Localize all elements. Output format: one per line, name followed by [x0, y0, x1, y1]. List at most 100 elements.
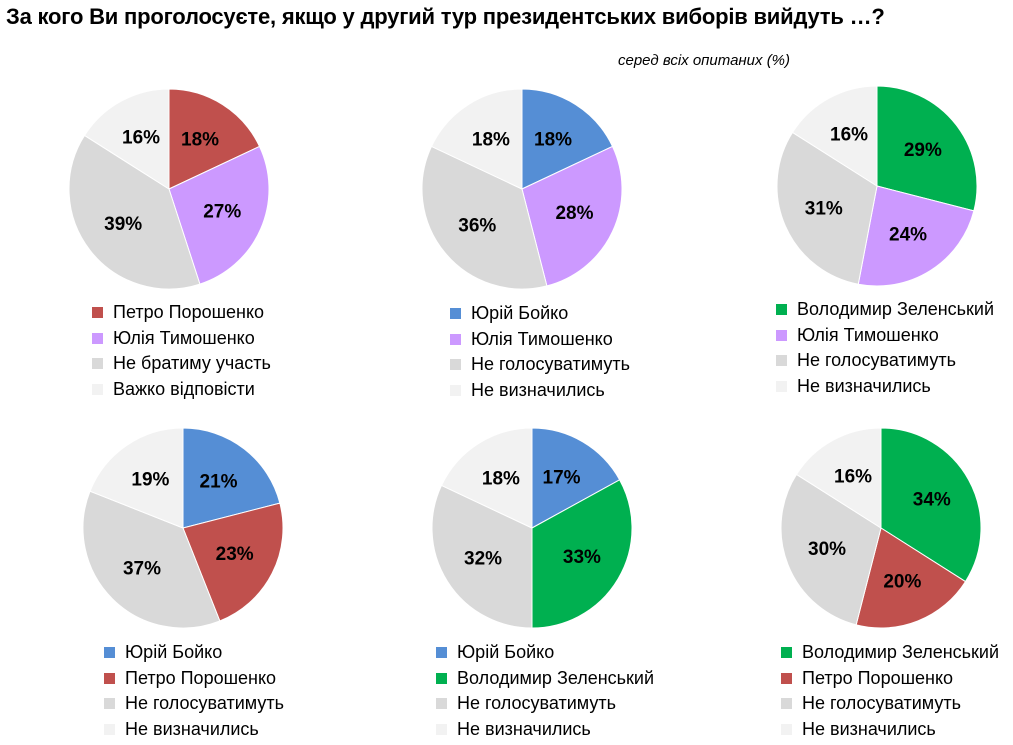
legend-swatch [92, 383, 103, 395]
pie-chart-5: 17% 33% 32% 18% [431, 427, 633, 629]
legend-item-не-голосуватимуть: Не голосуватимуть [776, 348, 994, 374]
legend-item-не-братиму-участь: Не братиму участь [92, 351, 271, 377]
legend-label: Не голосуватимуть [797, 350, 956, 371]
legend-label: Не голосуватимуть [125, 693, 284, 714]
pie-slice-label: 34% [913, 490, 951, 511]
legend-label: Юрій Бойко [471, 303, 569, 324]
pie-slice-1 [182, 427, 281, 529]
legend-swatch [776, 380, 787, 392]
legend-item-не-визначились: Не визначились [781, 717, 999, 743]
legend-swatch [781, 698, 792, 710]
legend-item-не-визначились: Не визначились [776, 374, 994, 400]
legend-item-петро-порошенко: Петро Порошенко [781, 666, 999, 692]
pie-chart-3: 29% 24% 31% 16% [776, 85, 978, 287]
pie-chart-1: 18% 27% 39% 16% [68, 88, 270, 290]
pie-slice-4 [791, 85, 878, 187]
pie-slice-label: 18% [482, 469, 520, 490]
pie-slice-label: 24% [889, 224, 927, 245]
pie-chart-4: 21% 23% 37% 19% [82, 427, 284, 629]
legend-swatch [776, 355, 787, 367]
legend-swatch [92, 307, 103, 319]
legend-label: Не визначились [471, 379, 605, 400]
legend-swatch [781, 647, 792, 659]
legend-item-юрій-бойко: Юрій Бойко [450, 301, 630, 327]
legend-swatch [450, 384, 461, 396]
legend-item-не-голосуватимуть: Не голосуватимуть [436, 691, 654, 717]
pie-4-legend: Юрій Бойко Петро Порошенко Не голосуватиму… [104, 640, 284, 742]
pie-slice-3 [68, 134, 201, 290]
pie-slice-label: 17% [543, 468, 581, 489]
legend-swatch [436, 723, 447, 735]
pie-slice-label: 16% [834, 467, 872, 488]
legend-item-петро-порошенко: Петро Порошенко [92, 300, 271, 326]
pie-slice-label: 27% [203, 202, 241, 223]
legend-label: Важко відповісти [113, 378, 255, 399]
pie-slice-label: 23% [216, 544, 254, 565]
pie-slice-label: 16% [122, 128, 160, 149]
pie-slice-label: 31% [805, 199, 843, 220]
pie-slice-label: 19% [131, 470, 169, 491]
pie-slice-3 [431, 484, 533, 629]
pie-slice-label: 32% [464, 549, 502, 570]
pie-slice-3 [780, 473, 882, 626]
legend-swatch [776, 304, 787, 316]
pie-chart-6: 34% 20% 30% 16% [780, 427, 982, 629]
legend-item-петро-порошенко: Петро Порошенко [104, 666, 284, 692]
legend-item-не-визначились: Не визначились [436, 717, 654, 743]
legend-swatch [436, 698, 447, 710]
legend-label: Юлія Тимошенко [113, 327, 255, 348]
pie-5-legend: Юрій Бойко Володимир Зеленський Не голосув… [436, 640, 654, 742]
pie-slice-label: 18% [472, 130, 510, 151]
legend-item-юрій-бойко: Юрій Бойко [104, 640, 284, 666]
legend-swatch [436, 647, 447, 659]
pie-slice-label: 18% [181, 130, 219, 151]
pie-chart-2: 18% 28% 36% 18% [421, 88, 623, 290]
pie-slice-4 [795, 427, 882, 529]
legend-label: Петро Порошенко [125, 667, 277, 688]
pie-slice-4 [440, 427, 533, 529]
pie-slice-label: 21% [200, 472, 238, 493]
pie-slice-label: 28% [555, 203, 593, 224]
pie-3-legend: Володимир Зеленський Юлія Тимошенко Не гол… [776, 297, 994, 399]
legend-item-юлія-тимошенко: Юлія Тимошенко [450, 327, 630, 353]
pie-slice-label: 18% [534, 130, 572, 151]
legend-item-не-голосуватимуть: Не голосуватимуть [104, 691, 284, 717]
legend-label: Не голосуватимуть [802, 693, 961, 714]
legend-label: Володимир Зеленський [797, 299, 995, 320]
chart-title: За кого Ви проголосуєте, якщо у другий т… [6, 4, 885, 29]
legend-swatch [781, 672, 792, 684]
pie-slice-label: 37% [123, 559, 161, 580]
legend-swatch [776, 329, 787, 341]
legend-swatch [104, 723, 115, 735]
legend-label: Петро Порошенко [113, 302, 265, 323]
pie-slice-label: 16% [830, 125, 868, 146]
legend-swatch [450, 359, 461, 371]
pie-slice-label: 30% [808, 539, 846, 560]
pie-slice-2 [168, 145, 270, 285]
legend-item-не-голосуватимуть: Не голосуватимуть [781, 691, 999, 717]
legend-label: Володимир Зеленський [457, 667, 655, 688]
pie-slice-label: 36% [458, 215, 496, 236]
legend-item-юлія-тимошенко: Юлія Тимошенко [92, 326, 271, 352]
pie-slice-4 [83, 88, 170, 190]
legend-item-не-визначились: Не визначились [104, 717, 284, 743]
pie-slice-4 [89, 427, 184, 529]
legend-label: Не визначились [797, 375, 931, 396]
legend-item-не-визначились: Не визначились [450, 378, 630, 404]
legend-item-володимир-зеленський: Володимир Зеленський [436, 666, 654, 692]
legend-item-важко-відповісти: Важко відповісти [92, 377, 271, 403]
legend-item-володимир-зеленський: Володимир Зеленський [781, 640, 999, 666]
pie-slice-2 [182, 502, 284, 622]
legend-item-володимир-зеленський: Володимир Зеленський [776, 297, 994, 323]
legend-swatch [92, 332, 103, 344]
legend-label: Юрій Бойко [457, 642, 555, 663]
pie-6-legend: Володимир Зеленський Петро Порошенко Не го… [781, 640, 999, 742]
legend-item-не-голосуватимуть: Не голосуватимуть [450, 352, 630, 378]
legend-label: Не визначились [802, 718, 936, 739]
pie-slice-3 [421, 145, 548, 290]
legend-swatch [450, 308, 461, 320]
pie-1-legend: Петро Порошенко Юлія Тимошенко Не братиму … [92, 300, 271, 402]
pie-slice-1 [880, 427, 982, 583]
pie-slice-2 [855, 527, 967, 629]
legend-label: Володимир Зеленський [802, 642, 1000, 663]
